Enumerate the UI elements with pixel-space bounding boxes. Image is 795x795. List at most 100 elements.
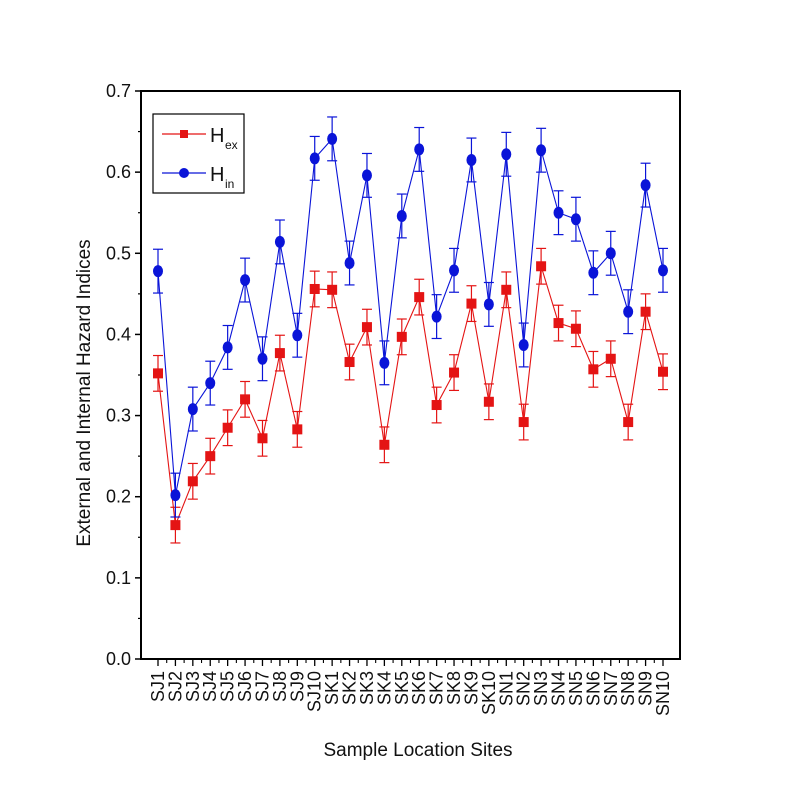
data-point-hin (553, 206, 564, 219)
data-point-hin (274, 235, 285, 248)
y-tick-label: 0.6 (106, 162, 131, 182)
x-tick-label: SJ10 (305, 671, 325, 712)
data-point-hin (640, 179, 651, 192)
data-point-hin (501, 148, 512, 161)
data-point-hex (536, 261, 547, 272)
x-tick-label: SJ5 (218, 671, 238, 702)
data-point-hin (292, 329, 303, 342)
y-axis-title: External and Internal Hazard Indices (74, 239, 95, 546)
data-point-hex (431, 400, 442, 411)
x-tick-label: SJ8 (270, 671, 290, 702)
x-tick-label: SK6 (409, 671, 429, 705)
data-point-hex (344, 357, 355, 368)
legend-hex-subscript: ex (225, 138, 238, 152)
data-point-hex (187, 476, 198, 487)
data-point-hin (153, 265, 163, 278)
x-tick-label: SJ1 (148, 671, 168, 702)
series-layer (153, 116, 668, 544)
data-point-hin (483, 298, 494, 311)
data-point-hex (240, 394, 251, 405)
x-tick-label: SN4 (549, 671, 569, 706)
x-tick-label: SK10 (479, 671, 499, 715)
data-point-hin (570, 213, 581, 226)
data-point-hin (605, 247, 616, 260)
y-tick-label: 0.5 (106, 243, 131, 263)
data-point-hex (605, 353, 616, 364)
series-hex (153, 247, 668, 544)
x-tick-label: SK7 (427, 671, 447, 705)
legend-box (152, 113, 245, 194)
data-point-hex (483, 396, 494, 407)
x-tick-label: SJ3 (183, 671, 203, 702)
data-point-hex (623, 417, 634, 428)
data-point-hex (553, 318, 564, 329)
y-tick-label: 0.2 (106, 487, 131, 507)
data-point-hex (327, 284, 338, 295)
x-tick-label: SN5 (566, 671, 586, 706)
legend-hin-label: H (210, 164, 224, 186)
legend-entry-hin: H in (162, 164, 234, 191)
x-tick-label: SN9 (636, 671, 656, 706)
x-tick-label: SJ7 (252, 671, 272, 702)
data-point-hex (274, 348, 285, 359)
data-point-hex (640, 306, 651, 317)
legend-hex-label: H (210, 125, 224, 147)
x-tick-label: SK9 (461, 671, 481, 705)
data-point-hin (431, 310, 442, 323)
data-point-hex (396, 331, 407, 342)
y-tick-label: 0.1 (106, 568, 131, 588)
data-point-hex (205, 451, 216, 462)
legend-hin-marker (179, 168, 189, 178)
data-point-hin (309, 152, 320, 165)
data-point-hin (257, 352, 268, 365)
x-tick-label: SJ2 (165, 671, 185, 702)
data-point-hin (170, 489, 181, 502)
data-point-hin (414, 143, 425, 156)
x-axis-ticks: SJ1SJ2SJ3SJ4SJ5SJ6SJ7SJ8SJ9SJ10SK1SK2SK3… (148, 659, 673, 716)
data-point-hex (292, 424, 303, 435)
x-tick-label: SN6 (583, 671, 603, 706)
x-tick-label: SN10 (653, 671, 673, 716)
data-point-hex (170, 520, 181, 531)
data-point-hex (361, 322, 372, 333)
x-tick-label: SK3 (357, 671, 377, 705)
legend-hin-subscript: in (225, 177, 234, 191)
data-point-hin (536, 144, 547, 157)
data-point-hin (327, 132, 338, 145)
data-point-hex (501, 284, 512, 295)
series-hin (153, 116, 668, 518)
data-point-hin (396, 209, 407, 222)
x-tick-label: SJ9 (287, 671, 307, 702)
x-tick-label: SN2 (514, 671, 534, 706)
data-point-hex (257, 433, 268, 444)
y-tick-label: 0.4 (106, 324, 131, 344)
x-tick-label: SK8 (444, 671, 464, 705)
data-point-hin (588, 266, 599, 279)
data-point-hex (570, 323, 581, 334)
data-point-hin (379, 356, 390, 369)
legend: H ex H in (152, 113, 245, 194)
data-point-hex (658, 366, 668, 377)
data-point-hex (588, 364, 599, 375)
data-point-hex (153, 368, 163, 379)
x-tick-label: SK4 (374, 671, 394, 705)
data-point-hex (449, 367, 460, 378)
x-tick-label: SN8 (618, 671, 638, 706)
legend-hex-marker (180, 130, 188, 138)
x-tick-label: SK5 (392, 671, 412, 705)
data-point-hin (658, 264, 668, 277)
y-tick-label: 0.7 (106, 81, 131, 101)
x-tick-label: SN3 (531, 671, 551, 706)
data-point-hin (187, 403, 198, 416)
data-point-hin (344, 257, 355, 270)
series-line-hin (157, 137, 664, 496)
data-point-hex (222, 422, 233, 433)
data-point-hin (466, 153, 477, 166)
x-axis-title: Sample Location Sites (323, 740, 512, 761)
x-tick-label: SK1 (322, 671, 342, 705)
legend-entry-hex: H ex (162, 125, 238, 152)
y-axis-ticks: 0.0 0.1 0.2 0.3 0.4 0.5 0.6 0.7 (106, 81, 141, 669)
x-tick-label: SN7 (601, 671, 621, 706)
data-point-hin (361, 169, 372, 182)
